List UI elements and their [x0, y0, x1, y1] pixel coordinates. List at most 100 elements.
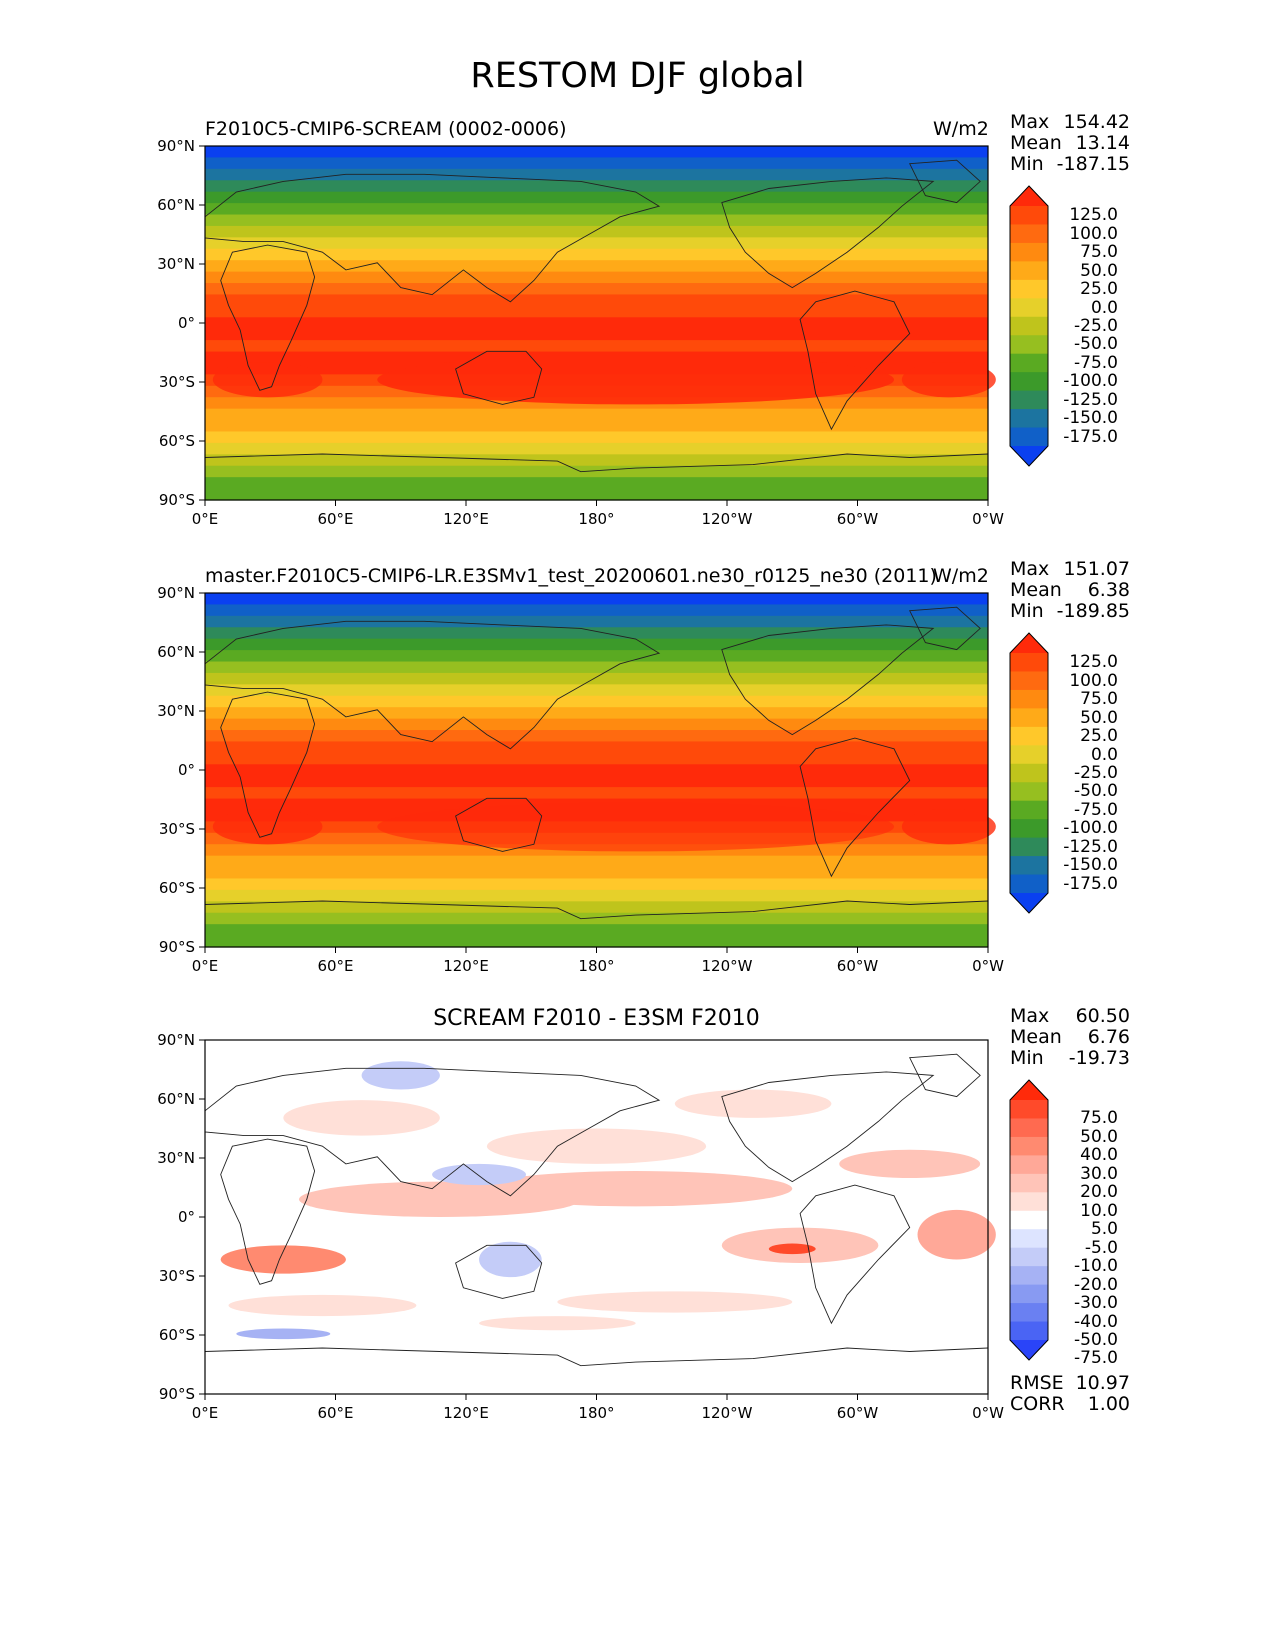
colorbar-tick-label: -150.0 [1063, 855, 1118, 876]
field-anomaly-region [839, 1149, 981, 1179]
field-band [205, 328, 988, 341]
stat-max-label: Max [1010, 558, 1050, 580]
field-band [205, 168, 988, 181]
colorbar-tick-label: -175.0 [1063, 873, 1118, 894]
lat-tick-label: 60°N [157, 1090, 195, 1108]
colorbar-segment [1010, 1192, 1048, 1212]
field-band [205, 248, 988, 261]
coastline [204, 620, 661, 750]
colorbar-tick-label: -175.0 [1063, 426, 1118, 447]
colorbar-tick-label: 10.0 [1080, 1200, 1118, 1221]
colorbar-extend-max [1010, 1080, 1048, 1100]
lat-tick-label: 60°N [157, 643, 195, 661]
coastline [204, 1347, 989, 1367]
lat-tick-label: 90°S [158, 1385, 195, 1403]
field-band [205, 225, 988, 238]
figure-title: RESTOM DJF global [470, 56, 805, 96]
colorbar-segment [1010, 745, 1048, 765]
coastline [455, 1244, 543, 1299]
lat-tick-label: 90°N [157, 584, 195, 602]
lon-tick-label: 180° [578, 510, 615, 528]
lon-tick-label: 0°W [972, 510, 1004, 528]
colorbar-segment [1010, 1118, 1048, 1138]
field-anomaly-region [479, 1316, 636, 1331]
lat-tick-label: 60°S [158, 879, 195, 897]
colorbar-tick-label: -75.0 [1074, 352, 1118, 373]
colorbar-segment [1010, 819, 1048, 839]
field-band [205, 340, 988, 353]
field-band [205, 867, 988, 880]
field-band [205, 442, 988, 455]
field-band [205, 855, 988, 868]
colorbar-segment [1010, 1136, 1048, 1156]
field-max-region [901, 361, 996, 398]
coastline [204, 173, 661, 303]
field-band [205, 901, 988, 914]
map-plot [199, 1039, 996, 1400]
colorbar-segment [1010, 390, 1048, 410]
colorbar-tick-label: 100.0 [1069, 670, 1118, 691]
colorbar-segment [1010, 1210, 1048, 1230]
field-anomaly-region [236, 1328, 331, 1340]
lon-tick-label: 120°E [443, 1404, 489, 1422]
coastline [455, 797, 543, 852]
colorbar-outline [1009, 185, 1049, 467]
coastline [799, 737, 911, 878]
field-band [205, 775, 988, 788]
field-band [205, 889, 988, 902]
lat-tick-label: 30°N [157, 702, 195, 720]
lat-tick-label: 0° [177, 314, 195, 332]
lon-tick-label: 60°W [836, 510, 879, 528]
colorbar-segment [1010, 372, 1048, 392]
colorbar-segment [1010, 409, 1048, 429]
field-anomaly-region [220, 1245, 346, 1274]
field-anomaly-region [479, 1170, 793, 1207]
lat-tick-label: 30°N [157, 255, 195, 273]
colorbar-tick-label: 50.0 [1080, 1126, 1118, 1147]
coastline [721, 624, 935, 736]
map-plot [199, 145, 996, 506]
field-max-region [212, 808, 323, 845]
field-band [205, 203, 988, 216]
stat-mean-label: Mean [1010, 1026, 1062, 1048]
field-anomaly-region [917, 1209, 996, 1260]
colorbar-segment [1010, 1247, 1048, 1267]
lat-tick-label: 0° [177, 761, 195, 779]
stat-corr-value: 1.00 [1087, 1393, 1130, 1415]
colorbar-tick-label: -125.0 [1063, 836, 1118, 857]
lat-tick-label: 30°S [158, 820, 195, 838]
stat-min-label: Min [1010, 600, 1044, 622]
field-band [205, 191, 988, 204]
colorbar-segment [1010, 206, 1048, 225]
colorbar-tick-label: 5.0 [1090, 1219, 1118, 1240]
lat-tick-label: 30°N [157, 1149, 195, 1167]
colorbar-segment [1010, 1229, 1048, 1249]
colorbar-tick-label: 75.0 [1080, 1108, 1118, 1129]
coastline [220, 691, 316, 838]
stat-mean-label: Mean [1010, 132, 1062, 154]
lon-tick-label: 60°W [836, 957, 879, 975]
panel-title: F2010C5-CMIP6-SCREAM (0002-0006) [205, 118, 567, 140]
field-band [205, 271, 988, 284]
field-band [205, 752, 988, 765]
field-band [205, 408, 988, 421]
colorbar-segment [1010, 689, 1048, 709]
colorbar-extend-min [1010, 446, 1048, 466]
stat-min-value: -189.85 [1056, 600, 1130, 622]
lon-tick-label: 120°W [701, 510, 753, 528]
colorbar-tick-label: 75.0 [1080, 242, 1118, 263]
colorbar-tick-label: 20.0 [1080, 1182, 1118, 1203]
colorbar-tick-label: 50.0 [1080, 260, 1118, 281]
colorbar [1009, 1079, 1049, 1361]
map-plot [199, 592, 996, 953]
lon-tick-label: 180° [578, 1404, 615, 1422]
colorbar-tick-label: 40.0 [1080, 1145, 1118, 1166]
colorbar-segment [1010, 726, 1048, 746]
field-max-region [377, 354, 895, 405]
colorbar-segment [1010, 782, 1048, 802]
colorbar-tick-label: -75.0 [1074, 1348, 1118, 1369]
colorbar-tick-label: -20.0 [1074, 1274, 1118, 1295]
colorbar-tick-label: 30.0 [1080, 1163, 1118, 1184]
lat-tick-label: 90°N [157, 137, 195, 155]
lat-tick-label: 90°S [158, 938, 195, 956]
